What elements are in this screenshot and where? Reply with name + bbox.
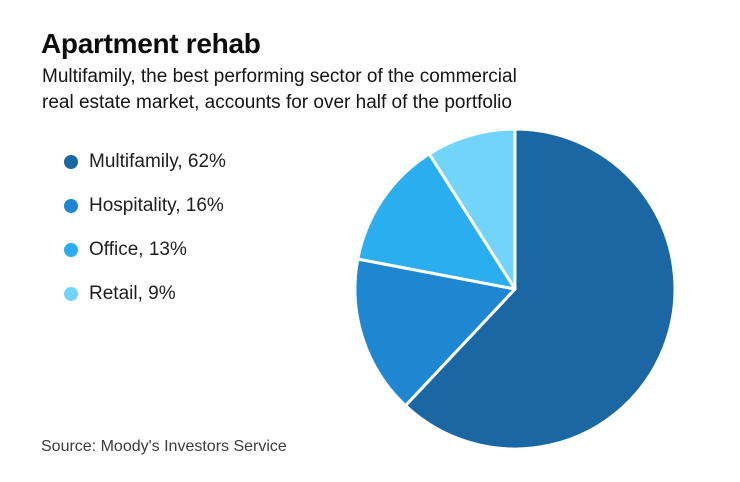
page-title: Apartment rehab (41, 28, 261, 59)
legend-label-retail: Retail, 9% (89, 283, 176, 304)
chart-subtitle-line1: Multifamily, the best performing sector … (42, 66, 517, 87)
legend-label-office: Office, 13% (89, 239, 187, 260)
legend-dot-hospitality-icon (64, 199, 78, 213)
legend-item-hospitality: Hospitality, 16% (64, 184, 226, 228)
pie-slice-retail (427, 127, 517, 291)
legend-dot-office-icon (64, 243, 78, 257)
legend-label-hospitality: Hospitality, 16% (89, 195, 224, 216)
legend-item-office: Office, 13% (64, 228, 226, 272)
pie-slice-office (356, 152, 517, 291)
legend-label-multifamily: Multifamily, 62% (89, 151, 226, 172)
legend-dot-retail-icon (64, 287, 78, 301)
chart-subtitle-line2: real estate market, accounts for over ha… (42, 92, 512, 113)
pie-chart-svg (353, 127, 677, 451)
pie-slice-multifamily (403, 127, 677, 451)
pie-chart (351, 125, 679, 453)
chart-legend: Multifamily, 62% Hospitality, 16% Office… (64, 140, 226, 316)
chart-subtitle: Multifamily, the best performing sector … (42, 64, 517, 116)
pie-slice-hospitality (353, 257, 517, 408)
source-attribution: Source: Moody's Investors Service (41, 438, 287, 455)
legend-item-retail: Retail, 9% (64, 272, 226, 316)
legend-item-multifamily: Multifamily, 62% (64, 140, 226, 184)
legend-dot-multifamily-icon (64, 155, 78, 169)
